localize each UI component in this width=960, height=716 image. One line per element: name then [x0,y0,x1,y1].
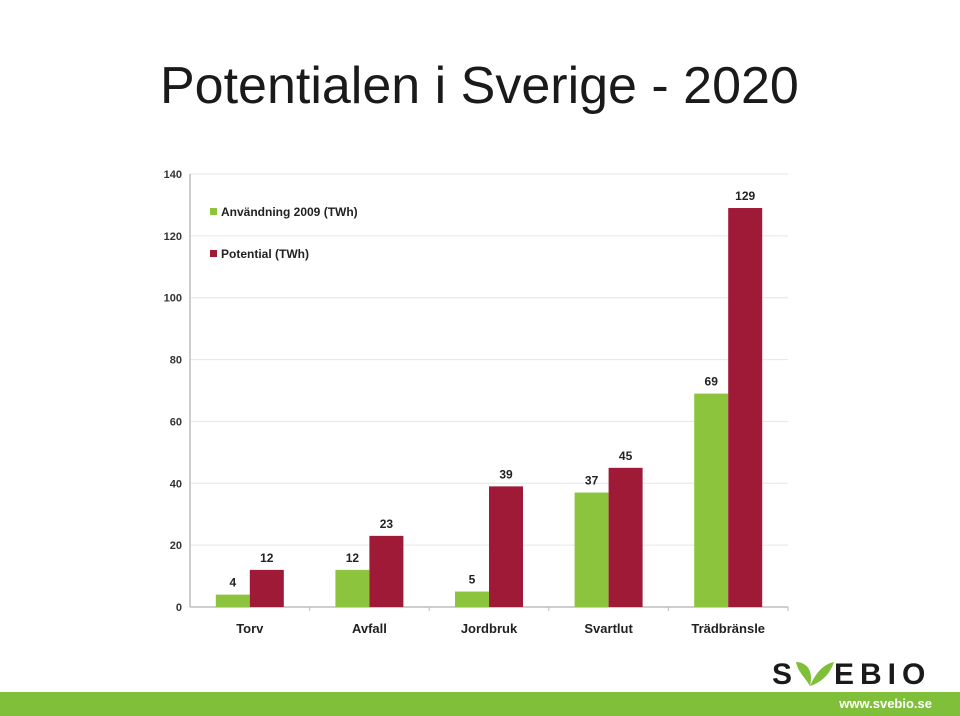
legend-swatch [210,250,217,257]
legend-label: Användning 2009 (TWh) [221,205,358,219]
data-label: 12 [260,551,274,565]
legend-swatch [210,208,217,215]
bar [335,569,370,607]
x-tick-label: Jordbruk [461,621,518,636]
y-tick-label: 100 [164,293,182,305]
logo-leaf-icon [796,662,834,686]
data-label: 45 [619,449,633,463]
footer-url[interactable]: www.svebio.se [839,696,932,711]
y-tick-label: 40 [170,478,182,490]
page-title: Potentialen i Sverige - 2020 [160,57,799,115]
data-label: 4 [229,576,236,590]
y-tick-label: 120 [164,231,182,243]
bar-chart: 0 20 40 60 80 100 120 140 Torv 4 12 Avfall 12 23 Jordb… [164,169,789,636]
footer-bar [0,692,960,716]
y-tick-label: 80 [170,355,182,367]
bar [455,591,489,607]
y-tick-label: 140 [164,169,182,181]
data-label: 12 [346,551,360,565]
bar [369,535,404,607]
y-tick-label: 60 [170,416,182,428]
x-tick-label: Avfall [352,621,387,636]
data-label: 5 [469,573,476,587]
x-tick-label: Svartlut [584,621,633,636]
y-tick-label: 20 [170,540,182,552]
bar [215,594,250,607]
bar [694,393,729,607]
legend-label: Potential (TWh) [221,247,309,261]
data-label: 129 [735,189,755,203]
bar [249,569,284,607]
x-tick-label: Torv [236,621,264,636]
logo-letter-s: S [772,658,792,690]
bar [728,208,763,607]
data-label: 37 [585,474,599,488]
x-tick-label: Trädbränsle [691,621,765,636]
svebio-logo: S EBIO [772,658,931,690]
bar [608,467,643,607]
bar [489,486,523,607]
y-tick-label: 0 [176,602,182,614]
logo-letters-ebio: EBIO [834,658,931,690]
data-label: 23 [380,517,394,531]
data-label: 39 [499,467,513,481]
bar [574,492,609,607]
data-label: 69 [705,375,719,389]
